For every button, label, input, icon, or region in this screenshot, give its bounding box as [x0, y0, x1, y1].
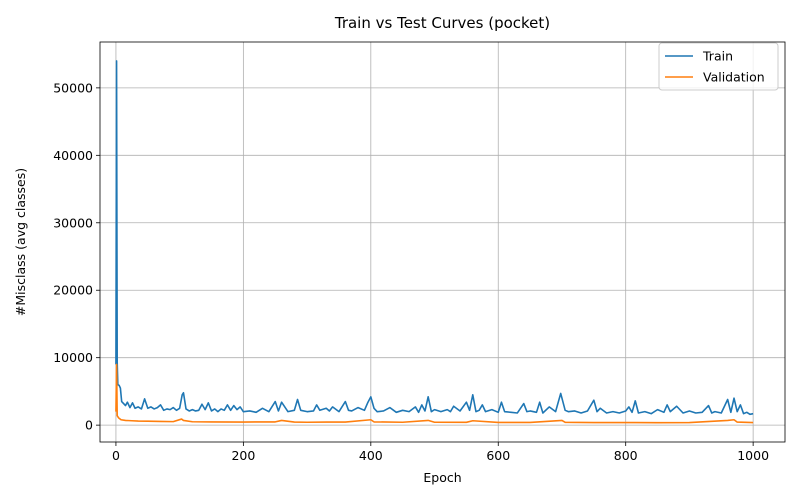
- x-tick-label: 400: [359, 448, 383, 463]
- legend-box: [658, 42, 779, 91]
- series-line-train: [115, 60, 754, 416]
- y-tick-label: 50000: [53, 80, 93, 95]
- x-tick-label: 200: [231, 448, 255, 463]
- y-tick-label: 30000: [53, 215, 93, 230]
- series-line-validation: [115, 363, 754, 424]
- grid-lines: [100, 42, 785, 442]
- legend-label-validation: Validation: [703, 70, 765, 85]
- chart-title: Train vs Test Curves (pocket): [334, 14, 550, 32]
- legend-label-train: Train: [702, 49, 733, 64]
- x-tick-label: 600: [486, 448, 510, 463]
- x-tick-label: 800: [614, 448, 638, 463]
- x-tick-label: 0: [112, 448, 120, 463]
- axis-ticks: 0 200 400 600 800 100001000020000300004000050…: [53, 80, 769, 463]
- y-tick-label: 10000: [53, 350, 93, 365]
- y-tick-label: 40000: [53, 148, 93, 163]
- y-tick-label: 0: [85, 418, 93, 433]
- y-tick-label: 20000: [53, 283, 93, 298]
- x-axis-label: Epoch: [423, 470, 461, 485]
- x-tick-label: 1000: [737, 448, 769, 463]
- series-layer: [115, 60, 754, 424]
- y-axis-label: #Misclass (avg classes): [13, 168, 28, 316]
- legend: Train Validation: [658, 42, 779, 91]
- plot-area-frame: [99, 41, 786, 443]
